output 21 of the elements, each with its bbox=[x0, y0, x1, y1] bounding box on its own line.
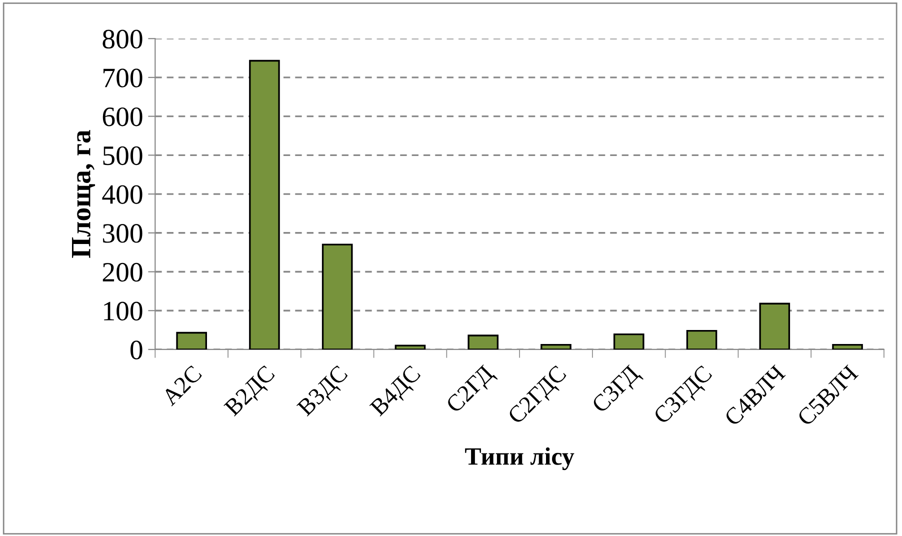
y-tick-label: 600 bbox=[102, 107, 142, 126]
y-tick-label: 300 bbox=[103, 224, 142, 243]
y-tick-label: 800 bbox=[102, 30, 142, 49]
bar bbox=[540, 344, 572, 350]
y-tick-label: 100 bbox=[104, 302, 142, 321]
bar bbox=[759, 302, 790, 350]
bar bbox=[394, 344, 426, 350]
bar bbox=[832, 344, 863, 350]
bar bbox=[322, 244, 353, 350]
y-tick-label: 500 bbox=[103, 146, 142, 166]
y-axis-title: Площа, га bbox=[72, 130, 96, 258]
bar bbox=[468, 334, 499, 350]
bar bbox=[176, 332, 207, 350]
y-tick-label: 700 bbox=[104, 68, 142, 88]
y-tick-label: 200 bbox=[102, 262, 142, 282]
y-tick-label: 400 bbox=[102, 185, 142, 204]
bar bbox=[686, 330, 718, 350]
bar bbox=[613, 333, 644, 350]
bar bbox=[249, 60, 280, 350]
x-axis-title: Типи лісу bbox=[465, 447, 574, 470]
y-tick-label: 0 bbox=[130, 340, 142, 360]
